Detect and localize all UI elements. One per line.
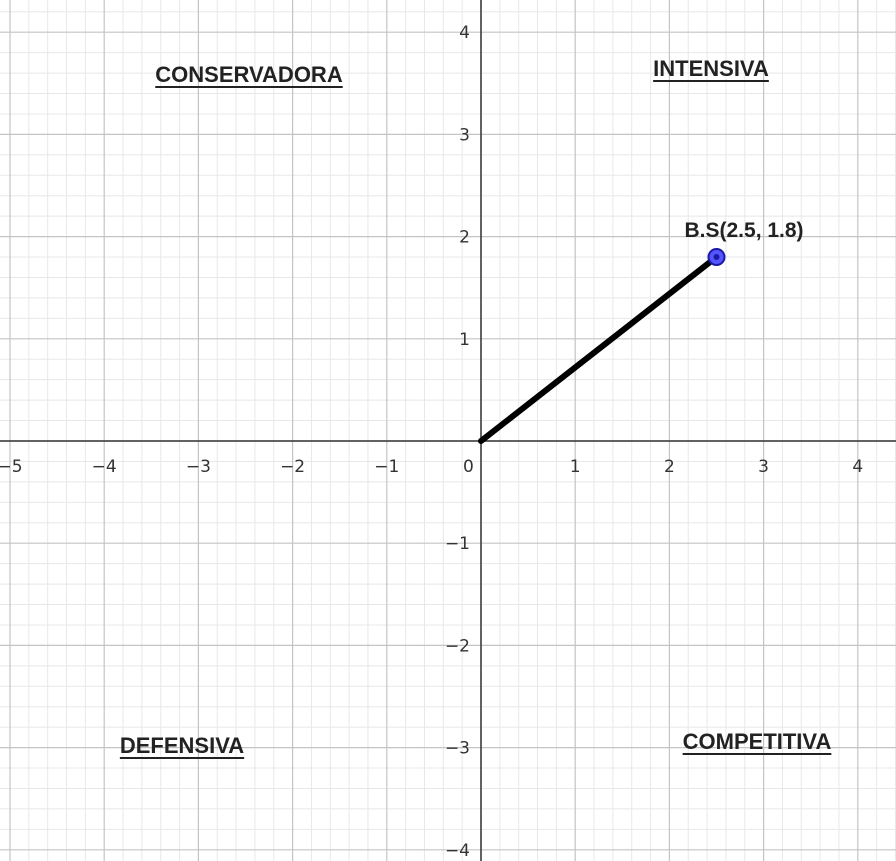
quadrant-label-top-right: INTENSIVA <box>653 56 769 82</box>
y-tick-label: 2 <box>459 228 470 248</box>
vector-segment <box>478 254 720 444</box>
x-tick-label: 4 <box>852 457 863 477</box>
quadrant-labels: CONSERVADORA INTENSIVA DEFENSIVA COMPETITIV… <box>119 56 832 759</box>
x-tick-label: 3 <box>758 457 769 477</box>
y-tick-label: −1 <box>445 534 470 554</box>
quadrant-label-text: DEFENSIVA <box>120 733 244 758</box>
x-tick-label: −5 <box>0 457 23 477</box>
y-tick-label: −2 <box>445 636 470 656</box>
y-tick-label: 3 <box>459 125 470 145</box>
x-tick-label: −2 <box>280 457 305 477</box>
y-tick-label: 1 <box>459 330 470 350</box>
y-tick-label: 4 <box>459 23 470 43</box>
data-point-center <box>713 254 720 261</box>
x-tick-label: −3 <box>186 457 211 477</box>
y-tick-label: −3 <box>445 739 470 759</box>
quadrant-label-top-left: CONSERVADORA <box>155 62 343 88</box>
quadrant-label-bottom-left: DEFENSIVA <box>119 733 244 759</box>
x-tick-label: 0 <box>463 457 474 477</box>
tick-labels: −5 −4 −3 −2 −1 0 1 2 3 4 −4 −3 −2 −1 1 2 3 4 <box>0 23 863 861</box>
x-tick-label: −1 <box>374 457 399 477</box>
quadrant-label-text: CONSERVADORA <box>155 62 343 87</box>
quadrant-label-bottom-right: COMPETITIVA <box>682 729 832 755</box>
data-layer: B.S(2.5, 1.8) <box>478 219 804 444</box>
quadrant-label-text: INTENSIVA <box>653 56 769 81</box>
x-tick-label: 1 <box>570 457 581 477</box>
x-tick-label: −4 <box>92 457 117 477</box>
quadrant-label-text: COMPETITIVA <box>683 729 832 754</box>
x-tick-label: 2 <box>664 457 675 477</box>
data-point-label: B.S(2.5, 1.8) <box>685 219 804 242</box>
y-tick-label: −4 <box>445 841 470 861</box>
